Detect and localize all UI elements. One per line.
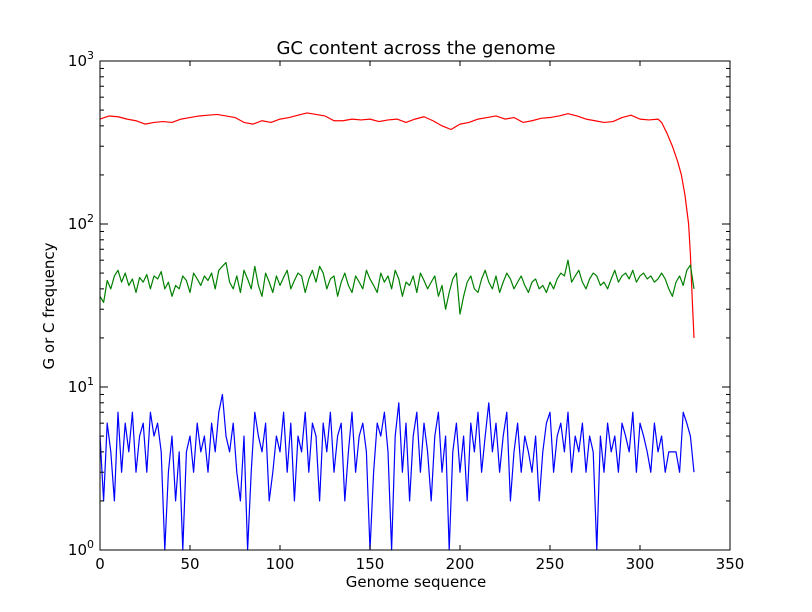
x-tick-label: 100 xyxy=(266,555,295,573)
y-tick-label: 100 xyxy=(68,538,94,559)
x-tick-label: 50 xyxy=(180,555,199,573)
x-axis-label: Genome sequence xyxy=(346,573,486,591)
plot-frame xyxy=(99,60,731,551)
series-line-0 xyxy=(99,112,695,338)
y-tick-label: 102 xyxy=(68,212,94,233)
x-tick-label: 200 xyxy=(446,555,475,573)
x-tick-label: 300 xyxy=(626,555,655,573)
chart-title: GC content across the genome xyxy=(276,38,555,59)
series-layer xyxy=(99,112,695,551)
y-tick-label: 101 xyxy=(68,375,94,396)
series-line-1 xyxy=(99,259,695,315)
y-tick-label: 103 xyxy=(68,49,94,70)
ticks-layer: 0 50 100 150 200 250 300 350 100 101 102 103 xyxy=(68,49,744,573)
x-tick-label: 350 xyxy=(716,555,745,573)
x-tick-label: 250 xyxy=(536,555,565,573)
x-tick-label: 0 xyxy=(95,555,105,573)
series-line-2 xyxy=(99,393,695,551)
x-tick-label: 150 xyxy=(356,555,385,573)
y-axis-label: G or C frequency xyxy=(40,242,58,369)
